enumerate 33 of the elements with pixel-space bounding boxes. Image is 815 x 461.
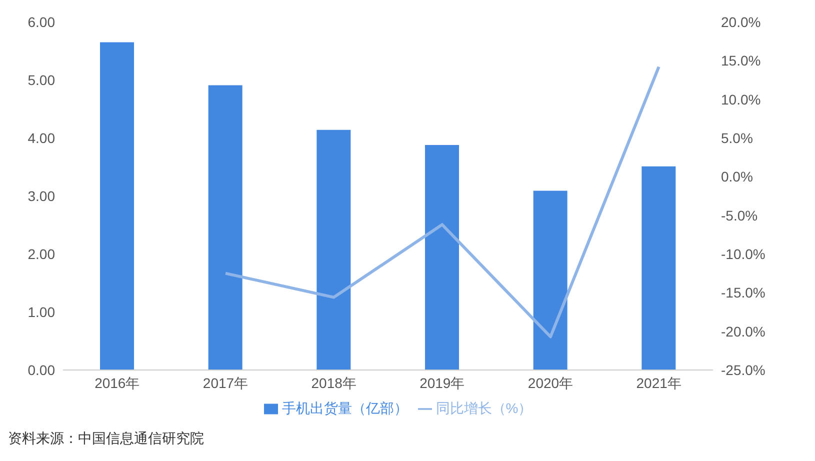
x-tick-label: 2021年 xyxy=(636,374,682,391)
y-tick-label: 3.00 xyxy=(28,188,56,204)
x-tick-label: 2019年 xyxy=(420,374,465,391)
y-tick-label: 2.00 xyxy=(28,246,56,262)
legend-label: 同比增长（%） xyxy=(436,400,532,416)
y2-tick-label: 5.0% xyxy=(721,130,753,146)
y2-tick-label: 0.0% xyxy=(721,168,753,185)
bar xyxy=(642,166,676,370)
y-tick-label: 4.00 xyxy=(28,130,56,146)
y-tick-label: 0.00 xyxy=(28,362,56,378)
y2-tick-label: -10.0% xyxy=(721,246,766,262)
y-tick-label: 6.00 xyxy=(28,14,56,30)
y2-tick-label: 15.0% xyxy=(721,52,761,69)
y2-tick-label: -5.0% xyxy=(721,207,758,224)
bar xyxy=(100,42,134,370)
y-tick-label: 5.00 xyxy=(28,72,56,88)
text: 资料来源：中国信息通信研究院 xyxy=(8,430,204,448)
x-tick-label: 2016年 xyxy=(94,374,140,391)
y2-tick-label: 20.0% xyxy=(721,14,761,30)
y2-tick-label: -15.0% xyxy=(721,284,766,301)
line-series xyxy=(224,65,660,338)
bar xyxy=(208,85,242,370)
legend-label: 手机出货量（亿部） xyxy=(282,400,408,416)
x-tick-label: 2020年 xyxy=(528,374,574,391)
bar xyxy=(533,190,568,370)
bar xyxy=(425,144,459,370)
y2-tick-label: 10.0% xyxy=(721,91,761,108)
x-tick-label: 2017年 xyxy=(202,374,248,391)
y-tick-label: 1.00 xyxy=(28,304,56,320)
bar xyxy=(316,130,351,370)
x-tick-label: 2018年 xyxy=(311,374,356,391)
y2-tick-label: -25.0% xyxy=(721,362,766,378)
y2-tick-label: -20.0% xyxy=(721,323,766,340)
